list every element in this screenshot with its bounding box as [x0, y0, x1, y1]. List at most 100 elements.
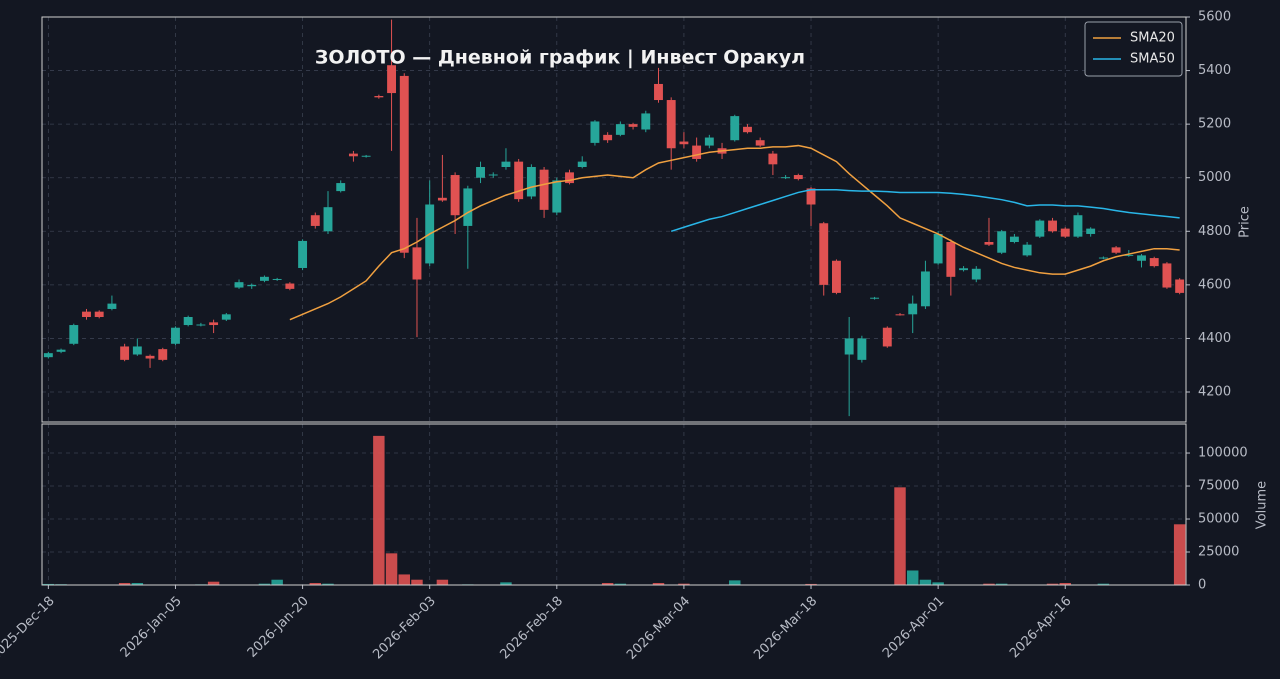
candle-body: [590, 121, 600, 143]
volume-axis-label: Volume: [1255, 481, 1270, 529]
candle-body: [971, 268, 981, 280]
candle-body: [844, 338, 854, 355]
candle-body: [259, 276, 269, 281]
candle-body: [857, 338, 867, 360]
candle-body: [628, 124, 638, 127]
volume-bar: [919, 579, 932, 585]
candle-body: [1048, 220, 1057, 232]
candle-body: [183, 317, 193, 326]
candle-body: [806, 188, 816, 205]
plot-area: 4200 4400 4600 4800 5000 5200 5400 5600 0 25000 50…: [0, 10, 1248, 664]
candle-body: [1162, 263, 1172, 288]
volume-bar: [207, 581, 220, 585]
candle-body: [82, 311, 91, 317]
candle-body: [666, 100, 676, 149]
candle-body: [692, 145, 702, 159]
y-tick-label: 5400: [1198, 63, 1231, 78]
candle-body: [171, 327, 180, 344]
candle-body: [323, 207, 333, 232]
candle-body: [1175, 279, 1185, 293]
volume-bar: [322, 583, 334, 585]
candle-body: [654, 83, 663, 101]
volume-bar: [906, 570, 919, 585]
candle-body: [920, 271, 930, 307]
volume-bar: [271, 579, 283, 585]
volume-bar: [1097, 583, 1110, 585]
candle-body: [69, 325, 79, 344]
candle-body: [526, 167, 536, 197]
candle-body: [743, 126, 752, 133]
volume-bar: [500, 582, 512, 585]
candle-body: [209, 322, 219, 326]
candle-body: [450, 175, 460, 216]
candle-body: [158, 349, 168, 360]
candle-body: [577, 161, 587, 167]
candle-body: [1111, 247, 1121, 253]
candle-body: [552, 180, 562, 213]
candle-body: [94, 311, 104, 317]
candle-body: [399, 75, 409, 253]
candle-body: [1009, 236, 1019, 242]
candle-body: [870, 297, 880, 299]
y-tick-label: 4200: [1198, 385, 1231, 400]
volume-bar: [385, 553, 398, 585]
candle-body: [946, 242, 956, 277]
volume-bar: [118, 583, 131, 585]
volume-bar: [309, 583, 322, 585]
candle-body: [374, 96, 384, 98]
candle-body: [539, 169, 549, 210]
chart-title: ЗОЛОТО — Дневной график | Инвест Оракул: [315, 47, 805, 69]
candle-body: [336, 183, 346, 192]
candle-body: [615, 124, 625, 135]
candle-body: [234, 282, 244, 288]
candle-body: [501, 161, 511, 167]
volume-tick-label: 50000: [1198, 512, 1239, 527]
candle-body: [882, 327, 892, 347]
volume-bar: [932, 582, 944, 585]
candle-body: [514, 161, 524, 200]
volume-frame: [41, 423, 1187, 586]
candle-body: [641, 113, 651, 130]
candle-body: [43, 353, 53, 358]
candle-body: [476, 167, 485, 178]
candle-body: [768, 153, 778, 165]
candle-body: [781, 177, 791, 179]
volume-bar: [652, 583, 665, 585]
price-frame: [41, 16, 1187, 423]
candle-body: [793, 175, 803, 180]
volume-bar: [373, 435, 385, 585]
volume-bar: [729, 580, 741, 585]
candle-body: [565, 172, 574, 184]
volume-bar: [398, 574, 410, 585]
candle-body: [908, 303, 918, 315]
y-tick-label: 5600: [1198, 10, 1231, 25]
volume-bar: [678, 583, 690, 585]
candle-body: [1098, 257, 1108, 259]
candle-body: [895, 314, 905, 316]
volume-bar: [894, 487, 906, 585]
volume-bar: [42, 583, 55, 585]
candle-body: [1022, 244, 1032, 256]
candle-body: [488, 174, 498, 176]
candle-body: [984, 242, 994, 245]
candle-body: [679, 141, 689, 145]
volume-bar: [995, 583, 1008, 585]
volume-bar: [436, 579, 449, 585]
candle-body: [1124, 254, 1134, 256]
candle-body: [1149, 258, 1159, 267]
volume-tick-label: 25000: [1198, 545, 1239, 560]
volume-bar: [131, 583, 144, 585]
candle-body: [361, 155, 371, 157]
candle-body: [107, 303, 117, 309]
y-tick-label: 5000: [1198, 170, 1231, 185]
candle-body: [831, 260, 841, 293]
candle-body: [285, 283, 295, 289]
candle-body: [221, 314, 231, 320]
legend-label: SMA50: [1130, 52, 1175, 67]
volume-bar: [983, 583, 995, 585]
volume-tick-label: 75000: [1198, 479, 1239, 494]
candle-body: [120, 346, 130, 360]
candle-body: [310, 215, 320, 226]
y-axis-label: Price: [1238, 206, 1253, 238]
